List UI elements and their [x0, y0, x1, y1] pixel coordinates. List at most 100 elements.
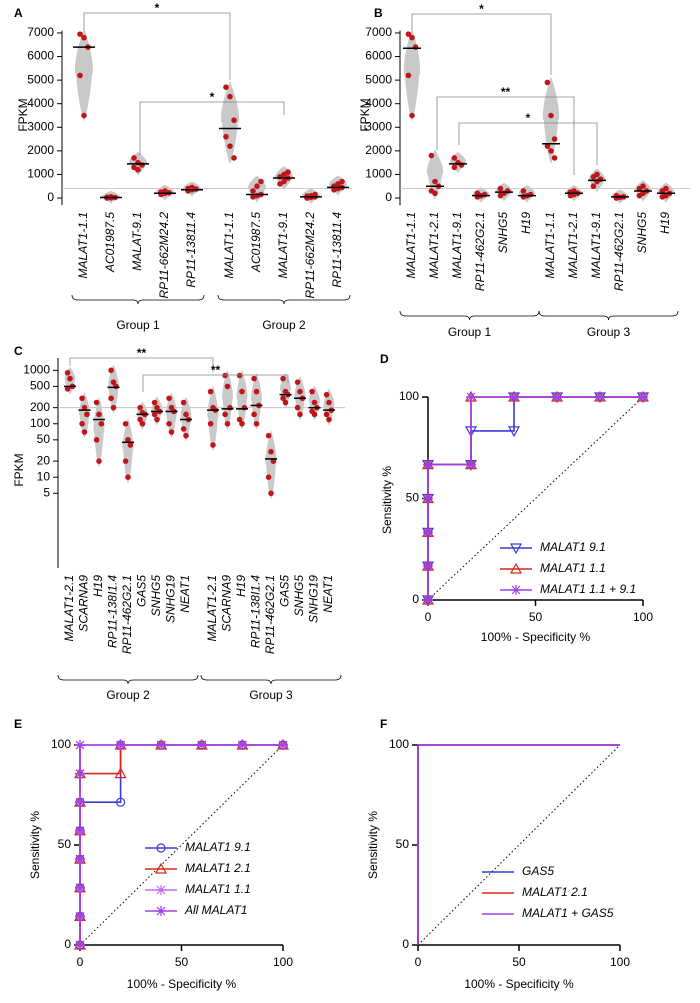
- data-point: [597, 176, 604, 182]
- data-point: [544, 79, 551, 86]
- panel-label: B: [374, 6, 383, 20]
- data-point: [137, 404, 143, 411]
- y-tick-label: 7000: [27, 25, 54, 39]
- y-tick-label: 50: [406, 491, 420, 505]
- data-point: [405, 72, 412, 79]
- data-point: [323, 411, 330, 418]
- data-point: [79, 420, 85, 427]
- data-point: [131, 155, 137, 161]
- roc-marker: [423, 561, 433, 572]
- roc-marker: [75, 911, 85, 922]
- x-tick-label: 100: [273, 955, 293, 969]
- data-point: [96, 458, 102, 464]
- category-label: SNHG5: [292, 575, 306, 617]
- data-point: [227, 93, 233, 100]
- roc-line: [417, 744, 620, 945]
- x-tick-label: 50: [512, 955, 526, 969]
- x-tick-label: 50: [529, 610, 543, 624]
- data-point: [162, 188, 168, 194]
- roc-marker: [156, 740, 167, 750]
- data-point: [258, 178, 264, 185]
- roc-marker: [115, 797, 126, 807]
- data-point: [64, 369, 71, 376]
- panel-label: D: [380, 352, 389, 366]
- diagonal: [427, 396, 644, 601]
- category-label: RP11-13811.4: [330, 212, 344, 288]
- x-tick-label: 100: [610, 955, 630, 969]
- category-label: MALAT1-9.1: [589, 212, 603, 278]
- data-point: [79, 395, 85, 402]
- y-tick-label: 3000: [27, 119, 54, 133]
- data-point: [520, 188, 527, 194]
- data-point: [474, 190, 481, 197]
- legend-marker: [509, 543, 523, 555]
- category-label: RP11-138I1.4: [106, 575, 120, 648]
- category-label: SCARNA9: [220, 575, 234, 632]
- category-label: RP11-13811.4: [184, 212, 198, 288]
- data-point: [428, 152, 435, 159]
- y-tick-label: 0: [412, 592, 419, 606]
- data-point: [98, 420, 105, 427]
- violin: [74, 28, 94, 122]
- data-point: [594, 171, 600, 178]
- legend-marker: [156, 843, 166, 853]
- y-axis-label: Sensitivity %: [380, 466, 394, 534]
- roc-marker: [423, 459, 433, 470]
- data-point: [265, 474, 272, 481]
- data-point: [640, 183, 646, 190]
- group-brace: [399, 310, 540, 321]
- y-tick-label: 3000: [365, 119, 392, 133]
- significance-label: *: [155, 1, 160, 15]
- legend-marker: [156, 906, 166, 916]
- data-point: [125, 474, 131, 481]
- data-point: [77, 31, 83, 37]
- x-tick-label: 50: [175, 955, 189, 969]
- data-point: [110, 404, 117, 411]
- data-point: [551, 155, 558, 161]
- y-tick-label: 4000: [27, 96, 54, 110]
- legend-label: GAS5: [522, 864, 554, 878]
- y-tick-label: 1000: [23, 362, 50, 376]
- y-tick-label: 100: [389, 737, 409, 751]
- y-axis-label: FPKM: [16, 98, 30, 131]
- y-tick-label: 5: [43, 485, 50, 499]
- data-point: [458, 162, 465, 168]
- x-axis-label: 100% - Specificity %: [464, 977, 574, 991]
- roc-marker: [75, 740, 85, 750]
- data-point: [251, 375, 257, 382]
- data-point: [309, 388, 315, 395]
- violin: [236, 369, 248, 430]
- data-point: [110, 379, 117, 385]
- data-point: [189, 184, 195, 191]
- significance-label: **: [211, 363, 221, 377]
- category-label: NEAT1: [321, 575, 335, 613]
- data-point: [207, 420, 214, 427]
- data-point: [312, 191, 318, 198]
- data-point: [81, 112, 87, 119]
- roc-marker: [466, 392, 476, 402]
- roc-marker: [552, 392, 562, 402]
- y-tick-label: 100: [51, 737, 71, 751]
- y-axis-label: Sensitivity %: [28, 811, 42, 879]
- roc-marker: [423, 527, 433, 538]
- violin: [265, 429, 277, 500]
- category-label: MALAT1-2.1: [566, 212, 580, 278]
- data-point: [231, 117, 237, 124]
- data-point: [183, 411, 189, 418]
- diagonal: [417, 744, 621, 946]
- category-label: NEAT1: [178, 575, 192, 613]
- data-point: [236, 416, 243, 423]
- y-tick-label: 6000: [27, 49, 54, 63]
- data-point: [108, 367, 114, 374]
- data-point: [127, 442, 134, 448]
- data-point: [139, 420, 146, 427]
- panel-label: F: [380, 717, 387, 731]
- significance-label: *: [479, 2, 484, 16]
- data-point: [151, 411, 158, 418]
- data-point: [168, 429, 175, 435]
- significance-bracket: [69, 357, 214, 372]
- data-point: [504, 188, 511, 194]
- data-point: [236, 372, 243, 379]
- data-point: [96, 411, 102, 418]
- data-point: [224, 420, 231, 427]
